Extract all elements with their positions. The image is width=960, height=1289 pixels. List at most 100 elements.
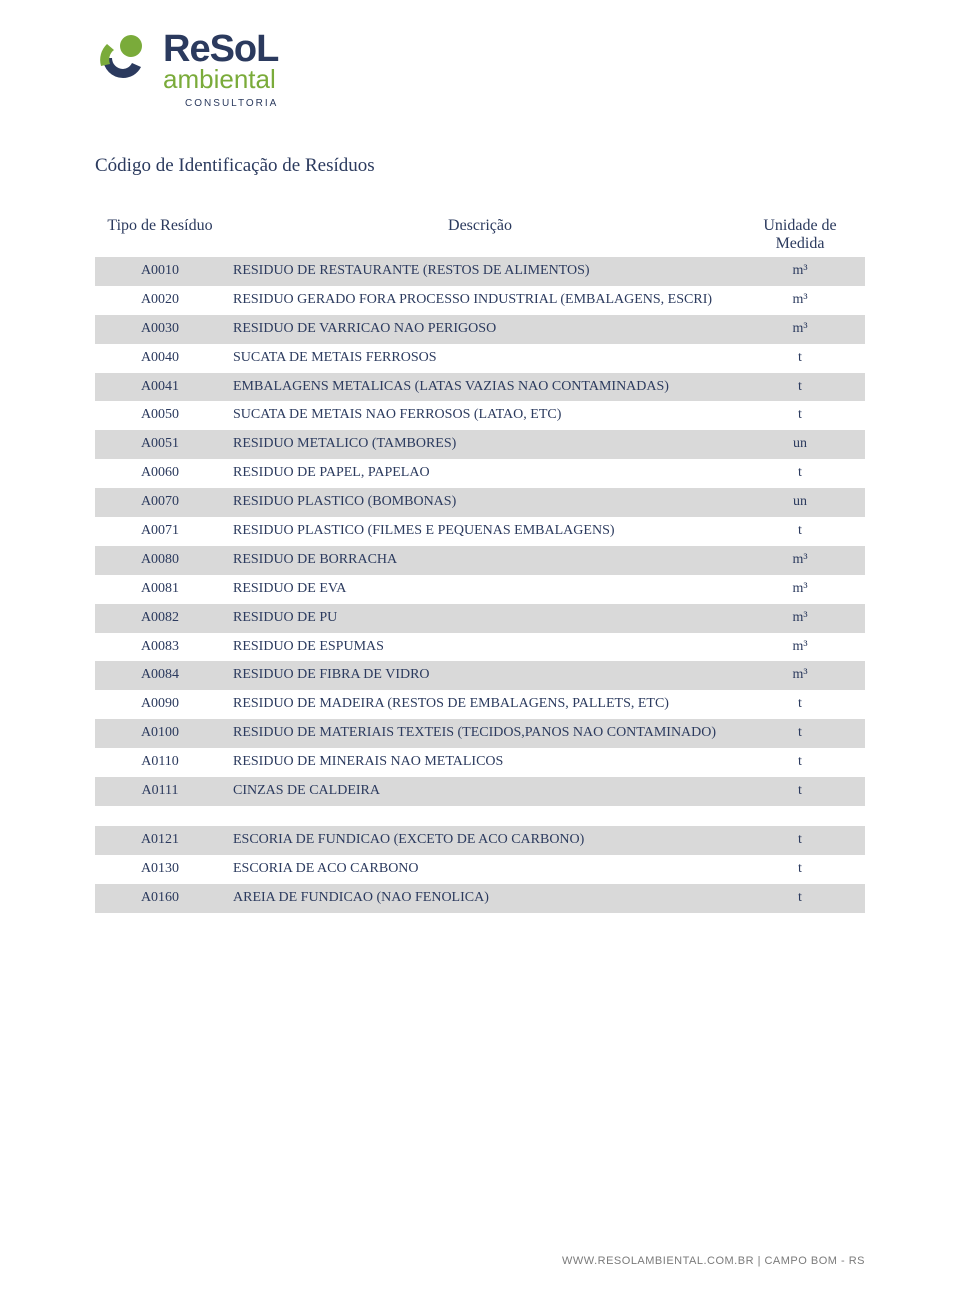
col-header-unidade: Unidade de Medida xyxy=(735,213,865,257)
cell-desc: RESIDUO DE BORRACHA xyxy=(225,546,735,575)
cell-unit: t xyxy=(735,777,865,806)
table-row: A0160AREIA DE FUNDICAO (NAO FENOLICA)t xyxy=(95,884,865,913)
cell-desc: RESIDUO DE MATERIAIS TEXTEIS (TECIDOS,PA… xyxy=(225,719,735,748)
page-title: Código de Identificação de Resíduos xyxy=(95,155,865,177)
table-row: A0083RESIDUO DE ESPUMASm³ xyxy=(95,633,865,662)
logo-block: ReSoL ambiental CONSULTORIA xyxy=(95,30,865,109)
table-row: A0081RESIDUO DE EVAm³ xyxy=(95,575,865,604)
cell-code: A0060 xyxy=(95,459,225,488)
cell-unit: m³ xyxy=(735,661,865,690)
cell-unit: t xyxy=(735,344,865,373)
cell-unit: un xyxy=(735,488,865,517)
logo-brand-name: ReSoL xyxy=(163,30,278,68)
table-row: A0090RESIDUO DE MADEIRA (RESTOS DE EMBAL… xyxy=(95,690,865,719)
cell-code: A0030 xyxy=(95,315,225,344)
cell-desc: RESIDUO DE MINERAIS NAO METALICOS xyxy=(225,748,735,777)
cell-desc: CINZAS DE CALDEIRA xyxy=(225,777,735,806)
cell-desc: RESIDUO DE PU xyxy=(225,604,735,633)
table-row: A0051RESIDUO METALICO (TAMBORES)un xyxy=(95,430,865,459)
cell-code: A0080 xyxy=(95,546,225,575)
table-row: A0130ESCORIA DE ACO CARBONOt xyxy=(95,855,865,884)
cell-code: A0050 xyxy=(95,401,225,430)
cell-unit: m³ xyxy=(735,633,865,662)
table-row: A0041EMBALAGENS METALICAS (LATAS VAZIAS … xyxy=(95,373,865,402)
cell-desc: AREIA DE FUNDICAO (NAO FENOLICA) xyxy=(225,884,735,913)
cell-code: A0090 xyxy=(95,690,225,719)
cell-desc: ESCORIA DE ACO CARBONO xyxy=(225,855,735,884)
cell-code: A0130 xyxy=(95,855,225,884)
cell-code: A0110 xyxy=(95,748,225,777)
cell-desc: RESIDUO DE MADEIRA (RESTOS DE EMBALAGENS… xyxy=(225,690,735,719)
cell-code: A0071 xyxy=(95,517,225,546)
cell-desc: RESIDUO DE VARRICAO NAO PERIGOSO xyxy=(225,315,735,344)
cell-code: A0082 xyxy=(95,604,225,633)
cell-code: A0041 xyxy=(95,373,225,402)
table-row: A0071RESIDUO PLASTICO (FILMES E PEQUENAS… xyxy=(95,517,865,546)
cell-desc: RESIDUO DE ESPUMAS xyxy=(225,633,735,662)
table-row: A0020RESIDUO GERADO FORA PROCESSO INDUST… xyxy=(95,286,865,315)
cell-unit: m³ xyxy=(735,604,865,633)
cell-desc: RESIDUO METALICO (TAMBORES) xyxy=(225,430,735,459)
cell-unit: t xyxy=(735,884,865,913)
cell-code: A0020 xyxy=(95,286,225,315)
table-header-row: Tipo de Resíduo Descrição Unidade de Med… xyxy=(95,213,865,257)
table-row: A0030RESIDUO DE VARRICAO NAO PERIGOSOm³ xyxy=(95,315,865,344)
cell-unit: t xyxy=(735,517,865,546)
table-row: A0111CINZAS DE CALDEIRAt xyxy=(95,777,865,806)
cell-unit: m³ xyxy=(735,546,865,575)
logo-subbrand: ambiental xyxy=(163,66,278,92)
cell-unit: t xyxy=(735,690,865,719)
cell-unit: m³ xyxy=(735,257,865,286)
col-header-tipo: Tipo de Resíduo xyxy=(95,213,225,257)
table-row: A0060RESIDUO DE PAPEL, PAPELAOt xyxy=(95,459,865,488)
cell-code: A0040 xyxy=(95,344,225,373)
cell-unit: t xyxy=(735,826,865,855)
cell-desc: SUCATA DE METAIS NAO FERROSOS (LATAO, ET… xyxy=(225,401,735,430)
cell-unit: t xyxy=(735,459,865,488)
logo-text: ReSoL ambiental CONSULTORIA xyxy=(163,30,278,109)
cell-desc: EMBALAGENS METALICAS (LATAS VAZIAS NAO C… xyxy=(225,373,735,402)
table-row: A0050SUCATA DE METAIS NAO FERROSOS (LATA… xyxy=(95,401,865,430)
cell-unit: m³ xyxy=(735,575,865,604)
cell-desc: RESIDUO GERADO FORA PROCESSO INDUSTRIAL … xyxy=(225,286,735,315)
table-row: A0080RESIDUO DE BORRACHAm³ xyxy=(95,546,865,575)
cell-code: A0160 xyxy=(95,884,225,913)
cell-desc: RESIDUO DE PAPEL, PAPELAO xyxy=(225,459,735,488)
col-header-descricao: Descrição xyxy=(225,213,735,257)
cell-unit: t xyxy=(735,748,865,777)
cell-code: A0083 xyxy=(95,633,225,662)
logo-mark-icon xyxy=(95,30,151,86)
cell-code: A0070 xyxy=(95,488,225,517)
table-row: A0040SUCATA DE METAIS FERROSOSt xyxy=(95,344,865,373)
cell-desc: RESIDUO PLASTICO (BOMBONAS) xyxy=(225,488,735,517)
cell-code: A0081 xyxy=(95,575,225,604)
cell-unit: m³ xyxy=(735,286,865,315)
cell-desc: RESIDUO DE FIBRA DE VIDRO xyxy=(225,661,735,690)
cell-unit: t xyxy=(735,855,865,884)
cell-code: A0084 xyxy=(95,661,225,690)
cell-unit: t xyxy=(735,719,865,748)
cell-desc: RESIDUO PLASTICO (FILMES E PEQUENAS EMBA… xyxy=(225,517,735,546)
cell-code: A0111 xyxy=(95,777,225,806)
table-row: A0010RESIDUO DE RESTAURANTE (RESTOS DE A… xyxy=(95,257,865,286)
residuos-table: Tipo de Resíduo Descrição Unidade de Med… xyxy=(95,213,865,913)
cell-desc: ESCORIA DE FUNDICAO (EXCETO DE ACO CARBO… xyxy=(225,826,735,855)
cell-unit: t xyxy=(735,401,865,430)
cell-code: A0010 xyxy=(95,257,225,286)
table-row xyxy=(95,806,865,826)
cell-code: A0100 xyxy=(95,719,225,748)
table-row: A0084RESIDUO DE FIBRA DE VIDROm³ xyxy=(95,661,865,690)
cell-desc: SUCATA DE METAIS FERROSOS xyxy=(225,344,735,373)
table-row: A0100RESIDUO DE MATERIAIS TEXTEIS (TECID… xyxy=(95,719,865,748)
cell-code: A0051 xyxy=(95,430,225,459)
table-row: A0082RESIDUO DE PUm³ xyxy=(95,604,865,633)
logo-tagline: CONSULTORIA xyxy=(163,98,278,109)
cell-unit: m³ xyxy=(735,315,865,344)
page-footer: WWW.RESOLAMBIENTAL.COM.BR | CAMPO BOM - … xyxy=(562,1255,865,1267)
table-row: A0110RESIDUO DE MINERAIS NAO METALICOSt xyxy=(95,748,865,777)
cell-code: A0121 xyxy=(95,826,225,855)
cell-unit: un xyxy=(735,430,865,459)
cell-desc: RESIDUO DE EVA xyxy=(225,575,735,604)
table-row: A0121ESCORIA DE FUNDICAO (EXCETO DE ACO … xyxy=(95,826,865,855)
table-row: A0070RESIDUO PLASTICO (BOMBONAS)un xyxy=(95,488,865,517)
